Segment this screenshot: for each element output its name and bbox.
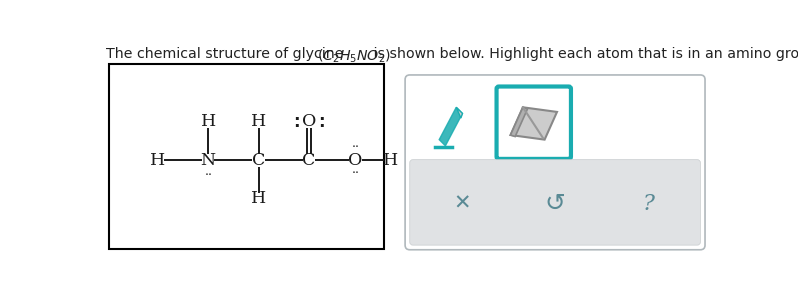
Text: C: C [252,152,265,169]
FancyBboxPatch shape [409,160,701,245]
FancyBboxPatch shape [405,75,705,250]
Text: The chemical structure of glycine: The chemical structure of glycine [106,47,348,61]
Polygon shape [439,107,463,146]
Text: H: H [150,152,165,169]
Text: ⋅⋅: ⋅⋅ [351,141,360,154]
Text: H: H [383,152,398,169]
Text: $(C_2H_5NO_2)$: $(C_2H_5NO_2)$ [317,47,391,65]
Text: ⋅⋅: ⋅⋅ [204,168,212,182]
Text: O: O [302,113,316,130]
FancyBboxPatch shape [496,86,571,159]
Text: O: O [348,152,362,169]
Text: C: C [302,152,316,169]
Text: H: H [251,190,267,207]
Bar [109,64,384,249]
Text: is shown below. Highlight each atom that is in an amino group.: is shown below. Highlight each atom that… [369,47,798,61]
Text: N: N [200,152,215,169]
Text: H: H [251,113,267,130]
Text: :: : [318,113,325,131]
Polygon shape [456,107,463,118]
Text: ?: ? [642,193,654,215]
Polygon shape [511,107,527,136]
Text: :: : [294,113,300,131]
Text: ✕: ✕ [454,194,471,214]
Text: ⋅⋅: ⋅⋅ [351,167,360,180]
Polygon shape [511,107,557,140]
Text: ↺: ↺ [545,192,566,216]
Text: H: H [200,113,216,130]
